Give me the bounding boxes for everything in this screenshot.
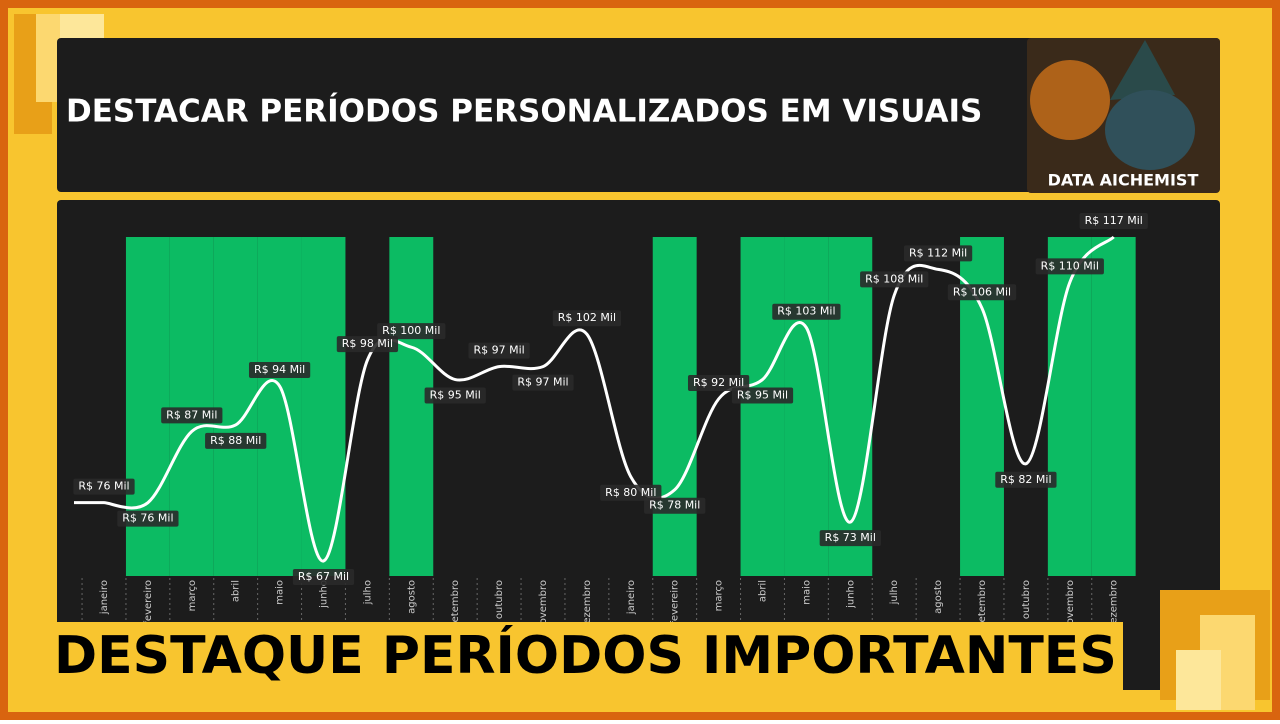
data-label: R$ 97 Mil	[517, 376, 568, 389]
data-label: R$ 98 Mil	[342, 337, 393, 350]
plot: janeiro fevereiro março abril maio junho julho…	[73, 213, 1148, 631]
highlight-band	[1091, 237, 1136, 576]
x-tick-label: novembro	[1065, 580, 1076, 631]
data-label: R$ 112 Mil	[909, 246, 967, 259]
data-label: R$ 95 Mil	[430, 389, 481, 402]
data-label: R$ 92 Mil	[693, 376, 744, 389]
title: DESTACAR PERÍODOS PERSONALIZADOS EM VISU…	[66, 94, 982, 130]
x-tick-label: junho	[319, 580, 330, 609]
data-label: R$ 87 Mil	[166, 408, 217, 421]
logo-art	[1105, 90, 1195, 170]
highlight-band	[389, 237, 434, 576]
data-label: R$ 117 Mil	[1085, 214, 1143, 227]
x-tick-label: outubro	[1021, 580, 1032, 619]
x-tick-label: dezembro	[582, 580, 593, 630]
data-label-bg	[468, 342, 530, 359]
x-tick-label: julho	[362, 580, 373, 605]
chart-panel	[57, 200, 1220, 690]
data-label: R$ 76 Mil	[78, 480, 129, 493]
data-label-bg	[600, 484, 662, 501]
data-label: R$ 78 Mil	[649, 499, 700, 512]
x-tick-label: maio	[275, 580, 286, 605]
data-label-bg	[903, 245, 973, 262]
highlight-band	[828, 237, 873, 576]
data-label-bg	[772, 303, 841, 320]
data-label-bg	[1035, 258, 1104, 275]
data-label-bg	[995, 471, 1057, 488]
x-tick-label: agosto	[406, 580, 417, 614]
x-tick-label: janeiro	[99, 580, 110, 615]
highlight-band	[257, 237, 302, 576]
data-label: R$ 102 Mil	[558, 311, 616, 324]
logo-text: DATA AICHEMIST	[1048, 171, 1199, 190]
x-tick-label: outubro	[494, 580, 505, 619]
data-label-bg	[644, 497, 706, 514]
x-tick-label: dezembro	[1109, 580, 1120, 630]
data-label: R$ 108 Mil	[865, 272, 923, 285]
data-label-bg	[248, 362, 311, 379]
data-label: R$ 110 Mil	[1041, 259, 1099, 272]
highlight-band	[1047, 237, 1092, 576]
data-label: R$ 82 Mil	[1000, 473, 1051, 486]
data-label-bg	[552, 310, 622, 327]
data-label: R$ 106 Mil	[953, 285, 1011, 298]
data-label-bg	[336, 336, 399, 353]
x-tick-label: janeiro	[626, 580, 637, 615]
x-tick-label: setembro	[450, 580, 461, 628]
data-label: R$ 67 Mil	[298, 570, 349, 583]
x-tick-label: julho	[889, 580, 900, 605]
x-tick-label: setembro	[977, 580, 988, 628]
data-label-bg	[731, 387, 794, 404]
highlight-band	[740, 237, 785, 576]
data-label: R$ 73 Mil	[825, 531, 876, 544]
x-tick-label: junho	[845, 580, 856, 609]
data-label: R$ 103 Mil	[777, 305, 835, 318]
data-label: R$ 95 Mil	[737, 389, 788, 402]
data-label-bg	[292, 569, 355, 585]
data-label-bg	[424, 387, 486, 404]
x-tick-label: fevereiro	[143, 580, 154, 625]
data-label: R$ 94 Mil	[254, 363, 305, 376]
logo-art	[1110, 40, 1175, 100]
x-tick-label: novembro	[538, 580, 549, 631]
x-tick-label: maio	[801, 580, 812, 605]
data-label: R$ 80 Mil	[605, 486, 656, 499]
data-label-bg	[947, 284, 1017, 301]
data-label-bg	[512, 374, 574, 391]
banner-bg	[40, 622, 1123, 690]
highlight-band	[784, 237, 829, 576]
data-label-bg	[819, 530, 881, 547]
data-label: R$ 88 Mil	[210, 434, 261, 447]
x-tick-label: fevereiro	[670, 580, 681, 625]
title-panel	[57, 38, 1220, 192]
data-label: R$ 97 Mil	[473, 344, 524, 357]
data-label-bg	[161, 407, 223, 424]
x-tick-label: março	[187, 580, 198, 611]
data-label: R$ 76 Mil	[122, 512, 173, 525]
banner: DESTAQUE PERÍODOS IMPORTANTES	[54, 625, 1117, 686]
data-label-bg	[117, 510, 179, 527]
x-tick-label: abril	[231, 580, 242, 602]
data-label-bg	[860, 271, 929, 288]
logo-art	[1030, 60, 1110, 140]
data-label-bg	[377, 323, 446, 340]
data-label-bg	[73, 478, 135, 495]
x-tick-label: março	[714, 580, 725, 611]
data-label-bg	[205, 432, 267, 449]
data-label-bg	[1079, 213, 1148, 229]
x-tick-label: agosto	[933, 580, 944, 614]
deco	[1176, 650, 1221, 710]
data-label-bg	[687, 375, 750, 391]
highlight-band	[652, 237, 697, 576]
data-label: R$ 100 Mil	[382, 324, 440, 337]
x-tick-label: abril	[758, 580, 769, 602]
line	[103, 235, 1115, 563]
